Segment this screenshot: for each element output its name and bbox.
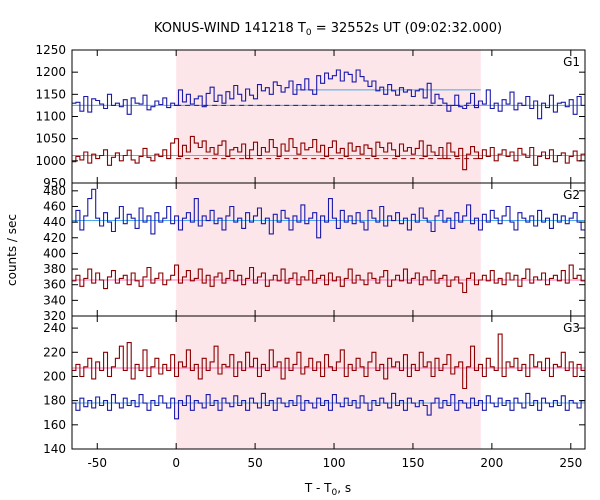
y-tick-label: 1200: [35, 65, 66, 79]
x-tick-label: 200: [480, 456, 503, 470]
y-tick-label: 1150: [35, 87, 66, 101]
series-g2-upper: [72, 188, 585, 239]
y-tick-label: 320: [43, 309, 66, 323]
y-axis-label: counts / sec: [5, 214, 19, 286]
panel-label: G2: [563, 188, 580, 202]
y-tick-label: 480: [43, 184, 66, 198]
y-tick-label: 340: [43, 293, 66, 307]
y-tick-label: 140: [43, 442, 66, 456]
y-tick-label: 460: [43, 199, 66, 213]
series-g1-upper: [72, 69, 585, 120]
y-tick-label: 1100: [35, 110, 66, 124]
y-tick-label: 400: [43, 246, 66, 260]
highlight-interval: [176, 50, 481, 449]
y-tick-label: 180: [43, 394, 66, 408]
panel-label: G3: [563, 321, 580, 335]
x-tick-label: 100: [323, 456, 346, 470]
panel-frame: [71, 315, 586, 450]
x-tick-label: 50: [247, 456, 262, 470]
x-tick-label: -50: [87, 456, 107, 470]
panel-label: G1: [563, 55, 580, 69]
series-g3-lower: [72, 392, 585, 420]
y-tick-label: 440: [43, 215, 66, 229]
series-g3-upper: [72, 333, 585, 390]
y-tick-label: 360: [43, 278, 66, 292]
x-tick-label: 150: [401, 456, 424, 470]
series-g1-lower: [72, 135, 585, 171]
y-tick-label: 380: [43, 262, 66, 276]
x-axis-label: T - T0, s: [304, 481, 351, 498]
y-tick-label: 950: [43, 176, 66, 190]
y-tick-label: 240: [43, 321, 66, 335]
y-tick-label: 420: [43, 231, 66, 245]
y-tick-label: 220: [43, 345, 66, 359]
y-tick-label: 160: [43, 418, 66, 432]
x-tick-label: 250: [559, 456, 582, 470]
chart-title: KONUS-WIND 141218 T0 = 32552s UT (09:02:…: [154, 21, 502, 38]
x-tick-label: 0: [172, 456, 180, 470]
panel-g3: 140 160 180 200 220 240 G3: [43, 315, 586, 456]
y-tick-label: 1000: [35, 154, 66, 168]
panel-g1: 950 1000 1050 1100 1150 1200 1250 G1: [35, 43, 586, 190]
series-g2-lower: [72, 264, 585, 294]
plot-area: 950100010501100115012001250G132034036038…: [35, 43, 586, 470]
y-tick-label: 1050: [35, 132, 66, 146]
y-tick-label: 200: [43, 369, 66, 383]
y-tick-label: 1250: [35, 43, 66, 57]
